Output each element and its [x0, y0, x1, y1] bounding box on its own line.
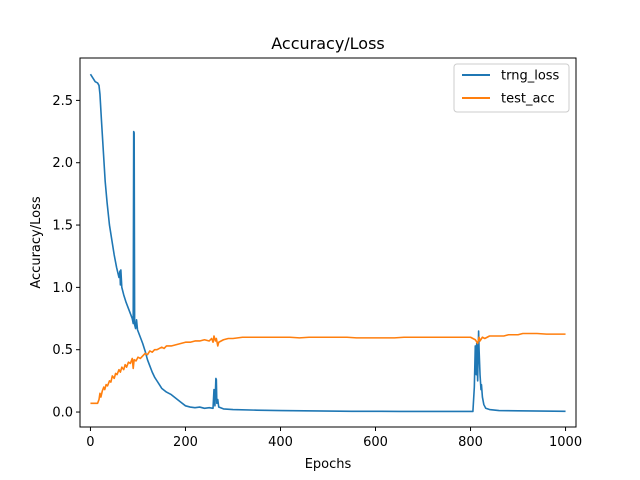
series-layer — [89, 73, 566, 413]
y-tick-label: 1.0 — [52, 281, 73, 296]
chart-title: Accuracy/Loss — [271, 34, 385, 53]
legend: trng_loss test_acc — [453, 63, 570, 113]
x-tick-label: 400 — [268, 435, 293, 450]
y-tick-label: 1.5 — [52, 219, 73, 234]
legend-label-trng-loss: trng_loss — [501, 69, 560, 84]
y-tick-label: 2.0 — [52, 156, 73, 171]
series-line-trng-loss — [89, 73, 566, 413]
y-axis: 0.0 0.5 1.0 1.5 2.0 2.5 — [52, 94, 80, 421]
x-axis: 0 200 400 600 800 1000 — [86, 427, 582, 450]
x-tick-label: 800 — [458, 435, 483, 450]
axes-frame — [79, 57, 577, 428]
x-tick-label: 1000 — [549, 435, 582, 450]
series-line-test-acc — [90, 332, 566, 405]
plot-area — [79, 57, 577, 428]
y-tick-label: 0.0 — [52, 406, 73, 421]
x-tick-label: 200 — [173, 435, 198, 450]
x-tick-label: 600 — [363, 435, 388, 450]
x-axis-label: Epochs — [305, 457, 352, 472]
y-axis-label: Accuracy/Loss — [29, 196, 44, 288]
x-tick-label: 0 — [86, 435, 94, 450]
legend-label-test-acc: test_acc — [501, 92, 555, 107]
y-tick-label: 0.5 — [52, 343, 73, 358]
y-tick-label: 2.5 — [52, 94, 73, 109]
